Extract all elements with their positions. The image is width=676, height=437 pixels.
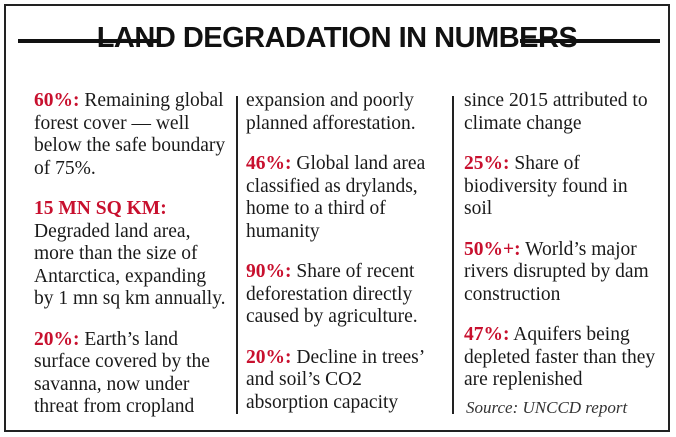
stat-text: Earth’s land surface covered by the sava… (34, 328, 210, 418)
stat-item: 15 MN SQ KM: Degraded land area, more th… (34, 198, 230, 311)
stat-highlight: 15 MN SQ KM: (34, 198, 167, 219)
stat-highlight: 20%: (246, 346, 292, 368)
page-title: LAND DEGRADATION IN NUMBERS (96, 22, 578, 54)
stat-text: Aquifers being depleted faster than they… (464, 324, 656, 390)
stat-item: since 2015 attributed to climate change (464, 90, 660, 135)
stat-text: Remaining global forest cover — well bel… (34, 90, 226, 179)
stat-item: 46%: Global land area classified as dryl… (246, 153, 442, 243)
stat-highlight: 46%: (246, 153, 292, 174)
stat-item: 20%: Earth’s land surface covered by the… (34, 329, 230, 419)
stat-text: Share of biodiversity found in soil (464, 153, 628, 219)
column-divider (236, 96, 238, 414)
stat-highlight: 50%+: (464, 238, 521, 260)
infographic-card: LAND DEGRADATION IN NUMBERS 60%: Remaini… (4, 4, 670, 432)
title-rule-left (18, 39, 158, 43)
stat-text: Decline in trees’ and soil’s CO2 absorpt… (246, 346, 424, 413)
stat-highlight: 47%: (464, 324, 510, 345)
source-note: Source: UNCCD report (466, 398, 628, 417)
stat-item: 47%: Aquifers being depleted faster than… (464, 324, 660, 392)
stat-highlight: 90%: (246, 261, 292, 282)
title-rule-right (520, 39, 660, 43)
stat-item: 60%: Remaining global forest cover — wel… (34, 90, 230, 180)
stat-highlight: 20%: (34, 328, 80, 350)
stat-text: expansion and poorly planned afforestati… (246, 90, 416, 134)
stat-text: Share of recent deforestation directly c… (246, 261, 418, 327)
stat-text: Global land area classified as drylands,… (246, 153, 426, 242)
stat-item: 20%: Decline in trees’ and soil’s CO2 ab… (246, 347, 442, 415)
column-3: since 2015 attributed to climate change … (464, 90, 660, 410)
column-2: expansion and poorly planned afforestati… (246, 90, 442, 432)
column-divider (452, 96, 454, 414)
stat-item: 25%: Share of biodiversity found in soil (464, 153, 660, 221)
stat-item: expansion and poorly planned afforestati… (246, 90, 442, 135)
stat-highlight: 25%: (464, 153, 510, 174)
stat-text: Degraded land area, more than the size o… (34, 220, 226, 310)
stat-highlight: 60%: (34, 90, 80, 111)
stat-text: World’s major rivers disrupted by dam co… (464, 238, 649, 305)
stat-text: since 2015 attributed to climate change (464, 90, 648, 134)
column-1: 60%: Remaining global forest cover — wel… (34, 90, 230, 437)
stat-item: 50%+: World’s major rivers disrupted by … (464, 239, 660, 307)
stat-item: 90%: Share of recent deforestation direc… (246, 261, 442, 329)
